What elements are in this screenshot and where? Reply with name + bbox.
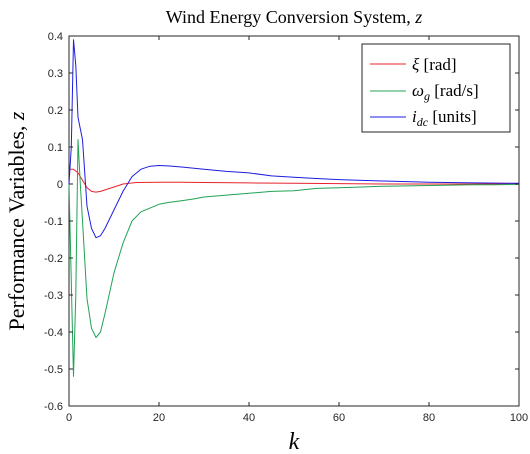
y-tick-label: -0.5 xyxy=(44,364,63,376)
y-tick-label: 0.3 xyxy=(48,68,63,80)
x-tick-label: 60 xyxy=(333,412,345,424)
series-layer xyxy=(68,39,520,377)
y-axis-label: Performance Variables, z xyxy=(4,111,29,330)
x-axis-label: k xyxy=(289,429,300,454)
chart-title: Wind Energy Conversion System, z xyxy=(166,7,422,27)
series-line-omega xyxy=(68,139,520,377)
x-tick-label: 100 xyxy=(510,412,528,424)
x-tick-label: 80 xyxy=(423,412,435,424)
y-tick-label: 0.1 xyxy=(48,142,63,154)
y-tick-label: -0.2 xyxy=(44,253,63,265)
y-tick-label: 0 xyxy=(57,179,63,191)
legend-label-xi: ξ [rad] xyxy=(412,55,457,74)
legend-label-idc: idc [units] xyxy=(412,107,477,129)
legend-label-omega: ωg [rad/s] xyxy=(412,81,479,103)
legend: ξ [rad] ωg [rad/s] idc [units] xyxy=(361,43,511,133)
series-line-idc xyxy=(68,39,520,239)
y-tick-label: -0.1 xyxy=(44,216,63,228)
series-line-xi xyxy=(69,168,519,193)
x-tick-label: 40 xyxy=(243,412,255,424)
y-tick-label: -0.6 xyxy=(44,401,63,413)
y-tick-label: -0.3 xyxy=(44,290,63,302)
x-tick-label: 0 xyxy=(66,412,72,424)
x-tick-label: 20 xyxy=(153,412,165,424)
y-tick-label: 0.4 xyxy=(48,31,63,43)
tick-layer: 0 20 40 60 80 100 -0.6 -0.5 -0.4 -0.3 -0.2 -0.1 0 0.1… xyxy=(44,31,528,424)
y-tick-label: -0.4 xyxy=(44,327,63,339)
y-tick-label: 0.2 xyxy=(48,105,63,117)
